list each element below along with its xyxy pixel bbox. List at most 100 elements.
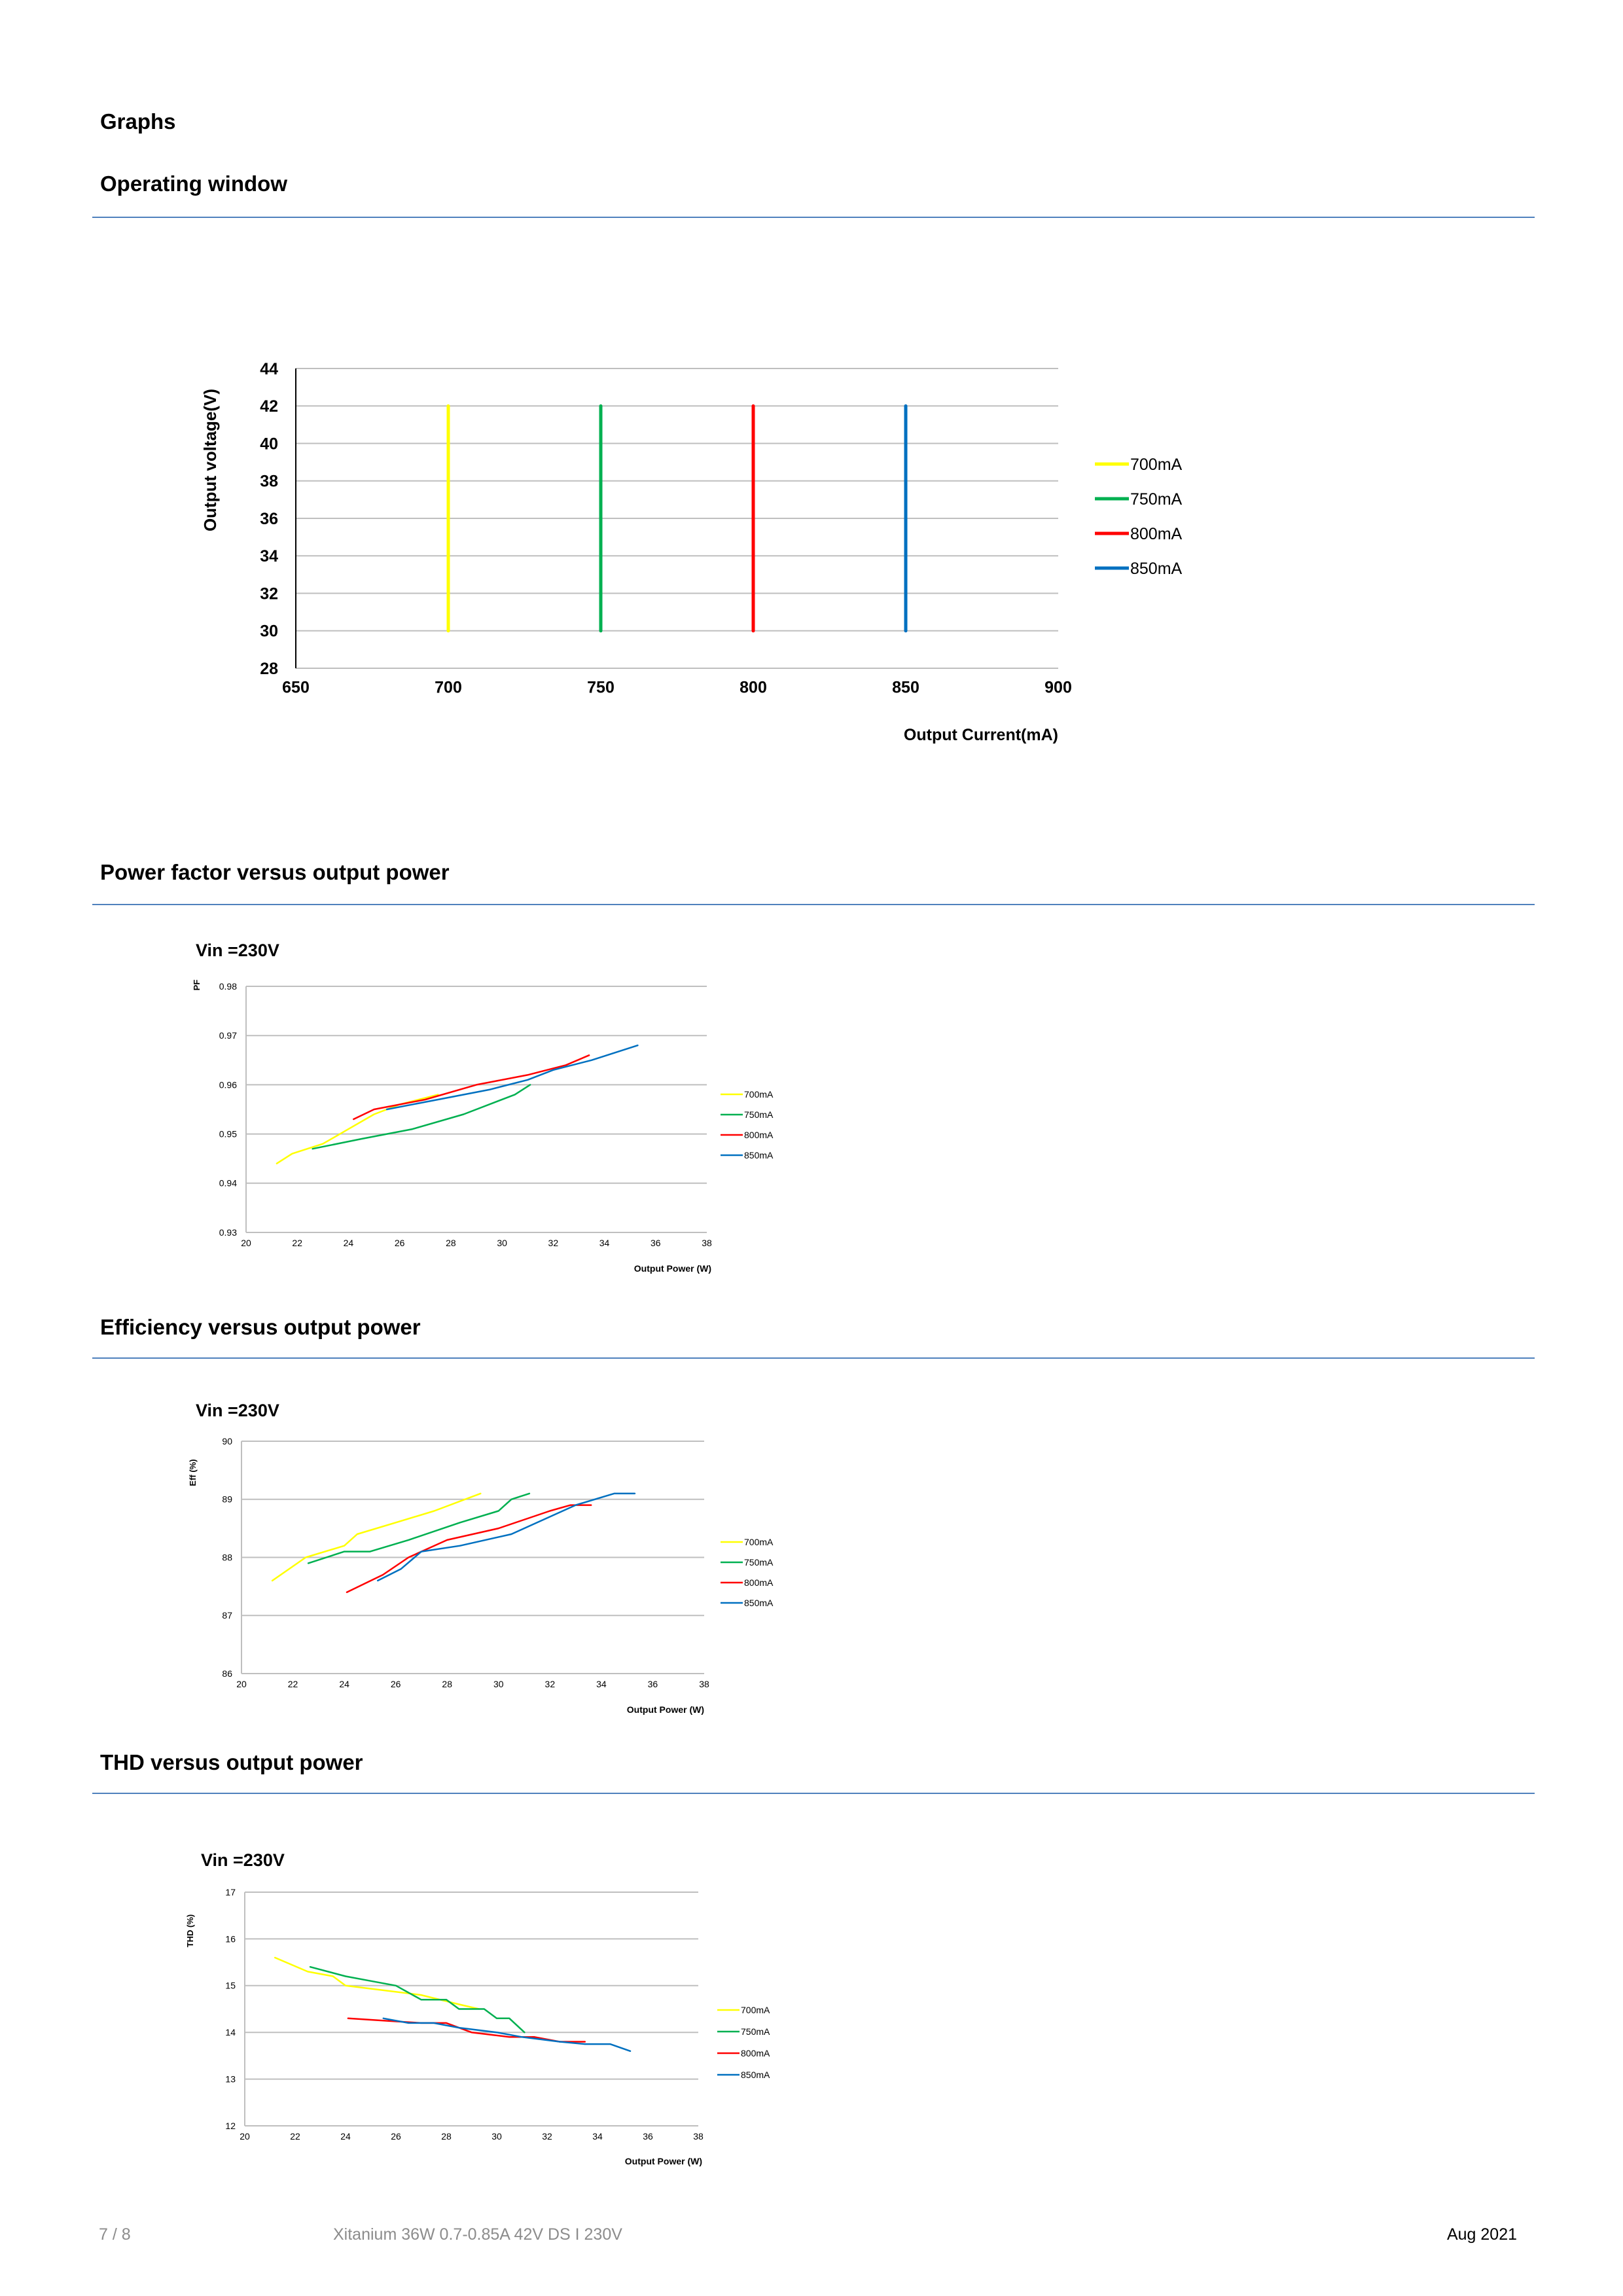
pf-x-tick-label: 34 <box>599 1238 610 1248</box>
eff-x-axis-label: Output Power (W) <box>627 1704 704 1715</box>
eff-x-tick-label: 34 <box>596 1679 607 1689</box>
eff-x-tick-label: 36 <box>648 1679 658 1689</box>
thd-y-axis-label: THD (%) <box>185 1914 195 1948</box>
ow-y-axis-label: Output voltage(V) <box>200 389 220 531</box>
pf-y-tick-label: 0.97 <box>219 1030 237 1041</box>
page-title: Graphs <box>100 109 176 134</box>
pf-series-750mA <box>312 1084 531 1150</box>
pf-y-tick-label: 0.93 <box>219 1227 237 1238</box>
ow-y-tick-label: 36 <box>260 510 278 528</box>
thd-y-tick-label: 15 <box>225 1981 236 1991</box>
thd-series-700mA <box>274 1956 480 2010</box>
thd-x-tick-label: 38 <box>693 2131 704 2142</box>
pf-x-tick-label: 22 <box>292 1238 302 1248</box>
pf-y-tick-label: 0.96 <box>219 1079 237 1090</box>
pf-legend-label: 800mA <box>744 1130 774 1140</box>
pf-legend-label: 700mA <box>744 1089 774 1100</box>
thd-x-tick-label: 20 <box>240 2131 250 2142</box>
ow-x-tick-label: 850 <box>892 679 919 697</box>
pf-y-tick-label: 0.98 <box>219 981 237 992</box>
thd-y-tick-label: 13 <box>225 2074 236 2085</box>
pf-series-850mA <box>385 1044 639 1111</box>
thd-y-tick-label: 17 <box>225 1887 236 1897</box>
eff-x-tick-label: 38 <box>699 1679 709 1689</box>
pf-x-tick-label: 32 <box>548 1238 559 1248</box>
eff-x-tick-label: 20 <box>236 1679 247 1689</box>
eff-y-tick-label: 89 <box>222 1494 232 1505</box>
section-divider <box>92 1357 1535 1359</box>
thd-x-tick-label: 34 <box>592 2131 603 2142</box>
pf-x-tick-label: 28 <box>446 1238 456 1248</box>
thd-x-tick-label: 28 <box>441 2131 452 2142</box>
footer-page-number: 7 / 8 <box>99 2225 131 2244</box>
ow-x-tick-label: 750 <box>587 679 615 697</box>
section-divider <box>92 904 1535 905</box>
ow-x-tick-label: 900 <box>1044 679 1072 697</box>
thd-legend-label: 750mA <box>741 2026 770 2037</box>
ow-x-tick-label: 650 <box>282 679 310 697</box>
section-divider <box>92 217 1535 218</box>
section-title-thd: THD versus output power <box>100 1750 363 1774</box>
eff-y-axis-label: Eff (%) <box>188 1459 198 1486</box>
pf-y-axis-label: PF <box>192 980 202 991</box>
eff-legend-label: 700mA <box>744 1537 774 1547</box>
section-title-operating-window: Operating window <box>100 171 287 196</box>
footer-product-name: Xitanium 36W 0.7-0.85A 42V DS I 230V <box>333 2225 622 2244</box>
pf-series-800mA <box>353 1054 590 1121</box>
eff-legend-label: 800mA <box>744 1577 774 1588</box>
pf-x-axis-label: Output Power (W) <box>634 1263 711 1274</box>
thd-x-tick-label: 36 <box>643 2131 653 2142</box>
pf-x-tick-label: 36 <box>651 1238 661 1248</box>
pf-legend-label: 850mA <box>744 1150 774 1160</box>
thd-x-tick-label: 32 <box>542 2131 552 2142</box>
thd-legend-label: 700mA <box>741 2005 770 2015</box>
ow-legend-label: 800mA <box>1130 525 1183 543</box>
eff-series-800mA <box>346 1504 592 1593</box>
eff-x-tick-label: 32 <box>545 1679 556 1689</box>
pf-x-tick-label: 24 <box>344 1238 354 1248</box>
ow-x-tick-label: 800 <box>740 679 767 697</box>
eff-y-tick-label: 90 <box>222 1436 232 1446</box>
eff-series-850mA <box>376 1492 636 1582</box>
thd-y-tick-label: 14 <box>225 2027 236 2037</box>
eff-x-tick-label: 26 <box>391 1679 401 1689</box>
pf-chart-title: Vin =230V <box>196 941 279 960</box>
pf-legend-label: 750mA <box>744 1109 774 1120</box>
eff-y-tick-label: 87 <box>222 1610 232 1621</box>
thd-x-tick-label: 26 <box>391 2131 401 2142</box>
pf-x-tick-label: 38 <box>702 1238 712 1248</box>
thd-series-750mA <box>309 1965 526 2034</box>
pf-y-tick-label: 0.94 <box>219 1178 237 1189</box>
thd-x-tick-label: 22 <box>290 2131 300 2142</box>
pf-x-tick-label: 30 <box>497 1238 507 1248</box>
ow-y-tick-label: 32 <box>260 584 278 603</box>
thd-y-tick-label: 16 <box>225 1933 236 1944</box>
ow-y-tick-label: 42 <box>260 397 278 416</box>
thd-chart-title: Vin =230V <box>201 1850 285 1870</box>
footer-date: Aug 2021 <box>1446 2225 1517 2244</box>
ow-y-tick-label: 38 <box>260 473 278 491</box>
eff-legend-label: 850mA <box>744 1598 774 1608</box>
ow-y-tick-label: 44 <box>260 360 278 378</box>
eff-x-tick-label: 22 <box>288 1679 298 1689</box>
eff-x-tick-label: 28 <box>442 1679 452 1689</box>
pf-x-tick-label: 20 <box>241 1238 251 1248</box>
section-divider <box>92 1793 1535 1794</box>
ow-legend-label: 850mA <box>1130 560 1183 578</box>
eff-series-700mA <box>271 1492 482 1582</box>
eff-series-750mA <box>307 1492 531 1564</box>
pf-y-tick-label: 0.95 <box>219 1129 237 1139</box>
ow-x-axis-label: Output Current(mA) <box>904 726 1058 744</box>
ow-legend-label: 750mA <box>1130 490 1183 509</box>
section-title-efficiency: Efficiency versus output power <box>100 1315 421 1339</box>
thd-legend-label: 850mA <box>741 2070 770 2080</box>
thd-x-axis-label: Output Power (W) <box>625 2156 702 2166</box>
eff-y-tick-label: 88 <box>222 1552 232 1562</box>
ow-y-tick-label: 34 <box>260 547 278 565</box>
ow-y-tick-label: 28 <box>260 660 278 678</box>
ow-x-tick-label: 700 <box>435 679 462 697</box>
thd-legend-label: 800mA <box>741 2048 770 2058</box>
thd-series-850mA <box>382 2017 632 2053</box>
thd-y-tick-label: 12 <box>225 2121 236 2131</box>
